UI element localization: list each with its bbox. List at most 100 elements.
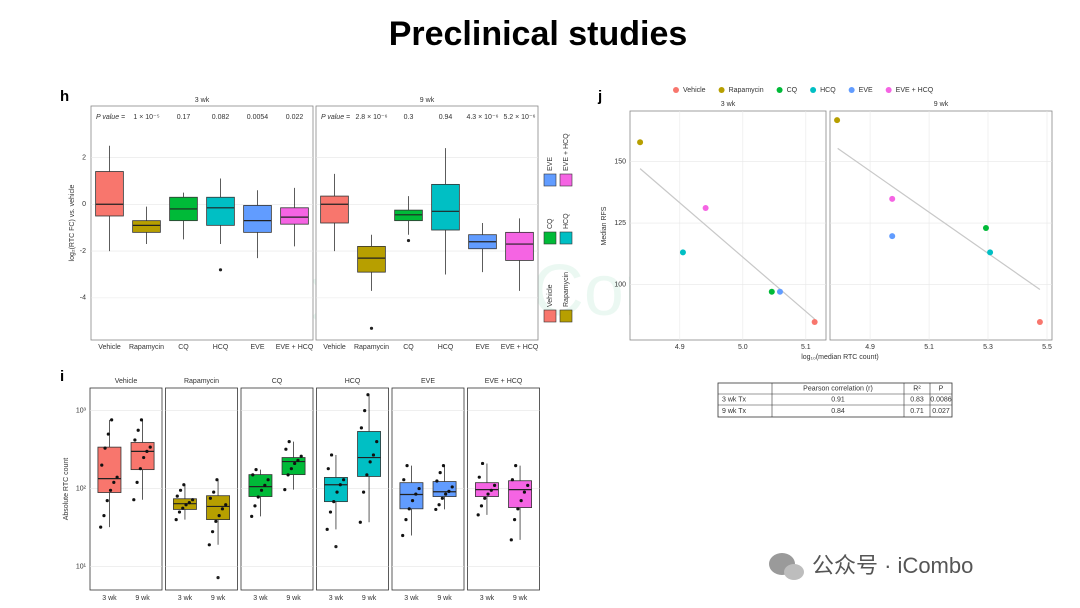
- x-tick-label: 5.5: [1042, 344, 1052, 351]
- box: [97, 446, 122, 493]
- x-tick-label: 9 wk: [437, 595, 452, 602]
- legend-label: EVE + HCQ: [896, 87, 934, 94]
- box: [508, 480, 532, 509]
- facet-frame: [165, 387, 238, 591]
- legend-marker: [810, 87, 817, 93]
- x-tick-label: HCQ: [213, 344, 229, 351]
- data-point: [359, 426, 363, 430]
- data-point: [404, 517, 408, 522]
- box: [357, 245, 386, 273]
- data-point: [178, 488, 183, 492]
- data-point: [375, 440, 379, 444]
- p-value: 0.3: [404, 114, 414, 121]
- p-value: 5.2 × 10⁻⁶: [503, 114, 535, 121]
- data-point: [407, 507, 411, 511]
- y-tick-label: 150: [614, 158, 626, 165]
- x-tick-label: HCQ: [438, 344, 454, 351]
- box: [431, 183, 460, 231]
- box: [206, 196, 235, 226]
- data-point: [142, 455, 146, 460]
- data-point: [299, 454, 303, 458]
- scatter-point: [889, 233, 896, 240]
- data-point: [405, 464, 409, 468]
- facet-title: EVE + HCQ: [485, 378, 523, 385]
- scatter-point: [702, 205, 709, 212]
- data-point: [441, 464, 446, 468]
- y-tick-label: 10¹: [76, 563, 87, 570]
- table-header: Pearson correlation (r): [803, 385, 873, 392]
- data-point: [444, 492, 448, 496]
- box: [130, 442, 155, 471]
- facet-title: EVE: [421, 378, 435, 385]
- icon-bubble: [784, 564, 804, 580]
- y-axis-label: Absolute RTC count: [63, 458, 70, 521]
- data-point: [112, 480, 116, 484]
- data-point: [251, 473, 255, 477]
- data-point: [326, 467, 330, 471]
- data-point: [447, 489, 451, 493]
- data-point: [480, 461, 485, 466]
- data-point: [210, 530, 215, 534]
- facet-title: Rapamycin: [184, 378, 219, 385]
- scatter-point: [776, 288, 783, 295]
- data-point: [99, 525, 103, 529]
- box: [324, 477, 348, 503]
- legend-label: EVE: [547, 157, 554, 171]
- watermark: 公众号 · iCombo: [812, 553, 973, 578]
- y-tick-label: 0: [82, 201, 86, 208]
- data-point: [263, 483, 267, 487]
- table-cell: 0.83: [910, 396, 924, 403]
- data-point: [493, 483, 497, 487]
- data-point: [214, 519, 218, 523]
- box: [248, 474, 273, 497]
- facet-frame: [829, 110, 1053, 341]
- x-tick-label: 3 wk: [178, 595, 193, 602]
- data-point: [509, 538, 513, 542]
- data-point: [217, 514, 221, 518]
- legend-marker: [673, 87, 679, 93]
- box: [505, 231, 534, 261]
- legend-marker: [848, 87, 855, 93]
- data-point: [437, 503, 441, 507]
- y-tick-label: -2: [80, 248, 86, 255]
- facet-title: Vehicle: [115, 378, 138, 385]
- p-value: 2.8 × 10⁻⁶: [355, 114, 387, 121]
- x-tick-label: 3 wk: [329, 595, 344, 602]
- data-point: [287, 440, 291, 444]
- data-point: [145, 449, 149, 453]
- x-tick-label: 3 wk: [253, 595, 268, 602]
- data-point: [510, 478, 514, 482]
- data-point: [100, 463, 104, 467]
- y-tick-label: 10³: [76, 407, 87, 414]
- scatter-point: [768, 288, 775, 295]
- data-point: [296, 458, 300, 462]
- x-tick-label: 9 wk: [211, 595, 226, 602]
- data-point: [224, 503, 228, 507]
- legend-label: CQ: [547, 218, 554, 229]
- table-frame: [717, 382, 953, 418]
- p-value: 4.3 × 10⁻⁶: [466, 114, 498, 121]
- x-tick-label: 9 wk: [286, 595, 301, 602]
- data-point: [133, 438, 137, 442]
- x-tick-label: EVE + HCQ: [501, 344, 539, 351]
- data-point: [325, 527, 329, 531]
- table-row-label: 9 wk Tx: [722, 408, 746, 415]
- x-tick-label: Vehicle: [98, 344, 121, 351]
- y-tick-label: 100: [614, 281, 626, 288]
- p-value-label: P value =: [321, 114, 350, 121]
- data-point: [220, 507, 225, 511]
- data-point: [208, 496, 212, 500]
- facet-title: 3 wk: [721, 101, 736, 108]
- data-point: [410, 499, 415, 503]
- panel-letter: i: [60, 368, 64, 385]
- scatter-point: [679, 249, 686, 256]
- table-cell: 0.027: [932, 408, 950, 415]
- table-cell: 0.0086: [930, 396, 952, 403]
- data-point: [489, 488, 493, 492]
- facet-title: HCQ: [345, 378, 361, 385]
- legend-marker: [885, 87, 892, 93]
- data-point: [286, 473, 290, 477]
- data-point: [184, 503, 188, 507]
- scatter-point: [637, 139, 644, 146]
